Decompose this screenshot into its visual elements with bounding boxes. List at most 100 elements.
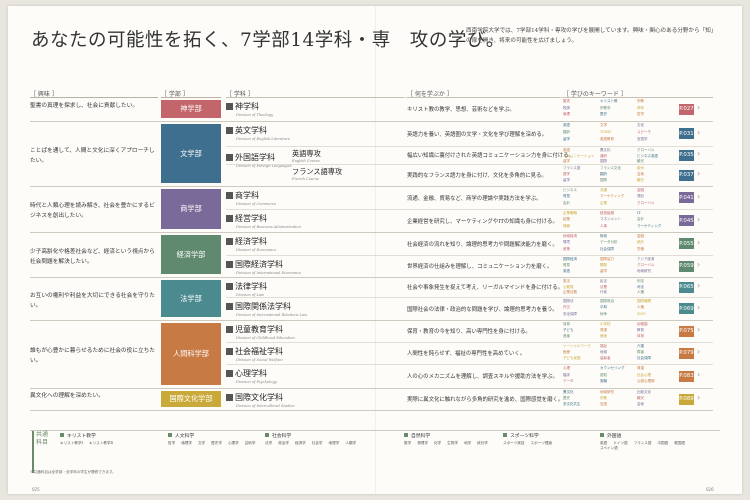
department-name[interactable]: 経営学科 Division of Business Administration	[226, 213, 301, 229]
page-link-badge[interactable]: P.059	[679, 260, 694, 272]
department-marker-icon	[226, 103, 233, 110]
department-name[interactable]: 神学科 Division of Theology	[226, 101, 273, 117]
keyword: データ	[563, 379, 574, 384]
keyword: マーケティング	[637, 223, 662, 228]
chevron-right-icon[interactable]: ›	[697, 347, 701, 356]
page-link-badge[interactable]: P.083	[679, 370, 694, 382]
department-name[interactable]: 英文学科 Division of English Literature	[226, 125, 290, 141]
page-link-badge[interactable]: P.055	[679, 238, 694, 249]
department-name[interactable]: 法律学科 Division of Law	[226, 281, 267, 297]
common-subject: 人類学	[345, 440, 357, 445]
keyword: 神学	[637, 105, 644, 110]
keyword: ビジネス	[563, 188, 577, 192]
chevron-right-icon[interactable]: ›	[697, 260, 701, 269]
keyword: 企業	[600, 200, 607, 205]
keyword: 留学	[563, 159, 570, 164]
row-separator	[226, 342, 713, 343]
keyword: 発達	[637, 366, 644, 370]
common-subject: 社会学	[311, 440, 323, 445]
department-name[interactable]: 国際関係法学科 Division of International Relatio…	[226, 301, 307, 317]
chevron-right-icon[interactable]: ›	[697, 237, 701, 247]
faculty-label[interactable]: 神学部	[161, 100, 221, 118]
chevron-right-icon[interactable]: ›	[697, 127, 701, 137]
page-link-badge[interactable]: P.079	[679, 347, 694, 359]
keyword: 体育	[637, 334, 644, 338]
department-label: 外国語学科	[235, 153, 275, 162]
department-name[interactable]: 心理学科 Division of Psychology	[226, 368, 277, 384]
faculty-label[interactable]: 文学部	[161, 124, 221, 183]
keyword: 宗教学	[600, 105, 611, 110]
page-link-badge[interactable]: P.041	[679, 192, 694, 203]
keyword: 子ども家庭	[563, 356, 581, 360]
chevron-right-icon[interactable]: ›	[697, 103, 701, 112]
keyword-grid: 英語 文学 文化 翻訳 TOEIC スピーチ 留学 英語教育 言語学	[563, 123, 676, 144]
page-link-badge[interactable]: P.065	[679, 281, 694, 293]
header-faculty: ［ 学部 ］	[161, 91, 189, 98]
page-link-badge[interactable]: P.027	[679, 103, 694, 115]
chevron-right-icon[interactable]: ›	[697, 191, 701, 201]
keyword: 統計	[637, 240, 644, 245]
keyword: 芸術	[637, 402, 644, 406]
keyword: 人権	[637, 290, 644, 295]
keyword: 人権	[637, 305, 644, 310]
keyword: 歴史	[563, 396, 570, 400]
department-english: Division of International Economics	[236, 271, 302, 275]
page-link-badge[interactable]: P.075	[679, 325, 694, 337]
department-english: Division of English Literature	[236, 137, 290, 141]
department-name[interactable]: 社会福祉学科 Division of Social Welfare	[226, 346, 283, 362]
common-subject: 法学	[265, 440, 273, 445]
description-text: 国際社会の法律・政治的な問題を学び、論理的思考力を養う。	[407, 306, 558, 313]
square-bullet-icon	[60, 433, 64, 437]
department-name[interactable]: 経済学科 Division of Economics	[226, 236, 276, 252]
faculty-label[interactable]: 法学部	[161, 280, 221, 317]
major-name[interactable]: フランス語専攻 French Course	[292, 167, 342, 181]
faculty-label[interactable]: 経済学部	[161, 235, 221, 274]
department-name[interactable]: 国際経済学科 Division of International Economic…	[226, 259, 301, 275]
page-link-badge[interactable]: P.037	[679, 169, 694, 181]
chevron-right-icon[interactable]: ›	[697, 302, 701, 312]
chevron-right-icon[interactable]: ›	[697, 325, 701, 334]
common-group-name: スポーツ科学	[510, 434, 539, 439]
department-name[interactable]: 外国語学科 Division of Foreign Languages	[226, 152, 292, 168]
page-link-badge[interactable]: P.035	[679, 149, 694, 161]
keyword: 企業戦略	[563, 211, 577, 215]
page-number-left: 025	[32, 487, 40, 492]
common-group-title: 人文科学	[168, 433, 263, 440]
keyword-grid: 英語 異文化 グローバル コミュニケーション 通訳 ビジネス英語 留学 国際 観光	[563, 148, 676, 164]
keyword: 国際	[600, 159, 607, 164]
common-subject: 地理学	[328, 440, 340, 445]
department-name[interactable]: 児童教育学科 Division of Childhood Education	[226, 324, 295, 340]
keyword-grid: 憲法 民法 刑法 公務員 法曹 司法 企業法務 行政 人権	[563, 279, 676, 295]
chevron-right-icon[interactable]: ›	[697, 281, 701, 290]
description-text: 実際に異文化に触れながら多角的研究を進め、国際感覚を磨く。	[407, 397, 564, 403]
page-link-badge[interactable]: P.069	[679, 303, 694, 314]
keyword: 宗教	[637, 99, 644, 103]
common-subject: キリスト教学Ⅰ	[60, 440, 83, 445]
keyword-grid: 心理 カウンセリング 発達 臨床 認知 社会心理 データ 実験 公認心理師	[563, 366, 676, 386]
keyword: IT	[637, 211, 641, 215]
chevron-right-icon[interactable]: ›	[697, 169, 701, 178]
major-name[interactable]: 英語専攻 English Course	[292, 149, 321, 163]
keyword: 音楽	[563, 334, 570, 338]
chevron-right-icon[interactable]: ›	[697, 393, 701, 402]
department-name[interactable]: 国際文化学科 Division of Intercultural Studies	[226, 392, 295, 408]
faculty-label[interactable]: 人間科学部	[161, 323, 221, 385]
faculty-label[interactable]: 国際文化学部	[161, 391, 221, 407]
keyword: 倫理	[563, 112, 570, 117]
square-bullet-icon	[600, 433, 604, 437]
faculty-label[interactable]: 商学部	[161, 189, 221, 229]
department-name[interactable]: 商学科 Division of Commerce	[226, 190, 276, 206]
page-link-badge[interactable]: P.089	[679, 393, 694, 405]
keyword: グローバル	[637, 148, 655, 152]
chevron-right-icon[interactable]: ›	[697, 370, 701, 379]
row-separator	[226, 297, 713, 298]
chevron-right-icon[interactable]: ›	[697, 149, 701, 158]
keyword: グローバル	[637, 263, 655, 267]
chevron-right-icon[interactable]: ›	[697, 214, 701, 224]
keyword: 言語	[600, 402, 607, 406]
keyword: 平和	[600, 305, 607, 310]
page-link-badge[interactable]: P.031	[679, 128, 694, 139]
page-link-badge[interactable]: P.045	[679, 215, 694, 226]
common-subject: 芸術学	[244, 440, 256, 445]
department-marker-icon	[226, 394, 233, 401]
